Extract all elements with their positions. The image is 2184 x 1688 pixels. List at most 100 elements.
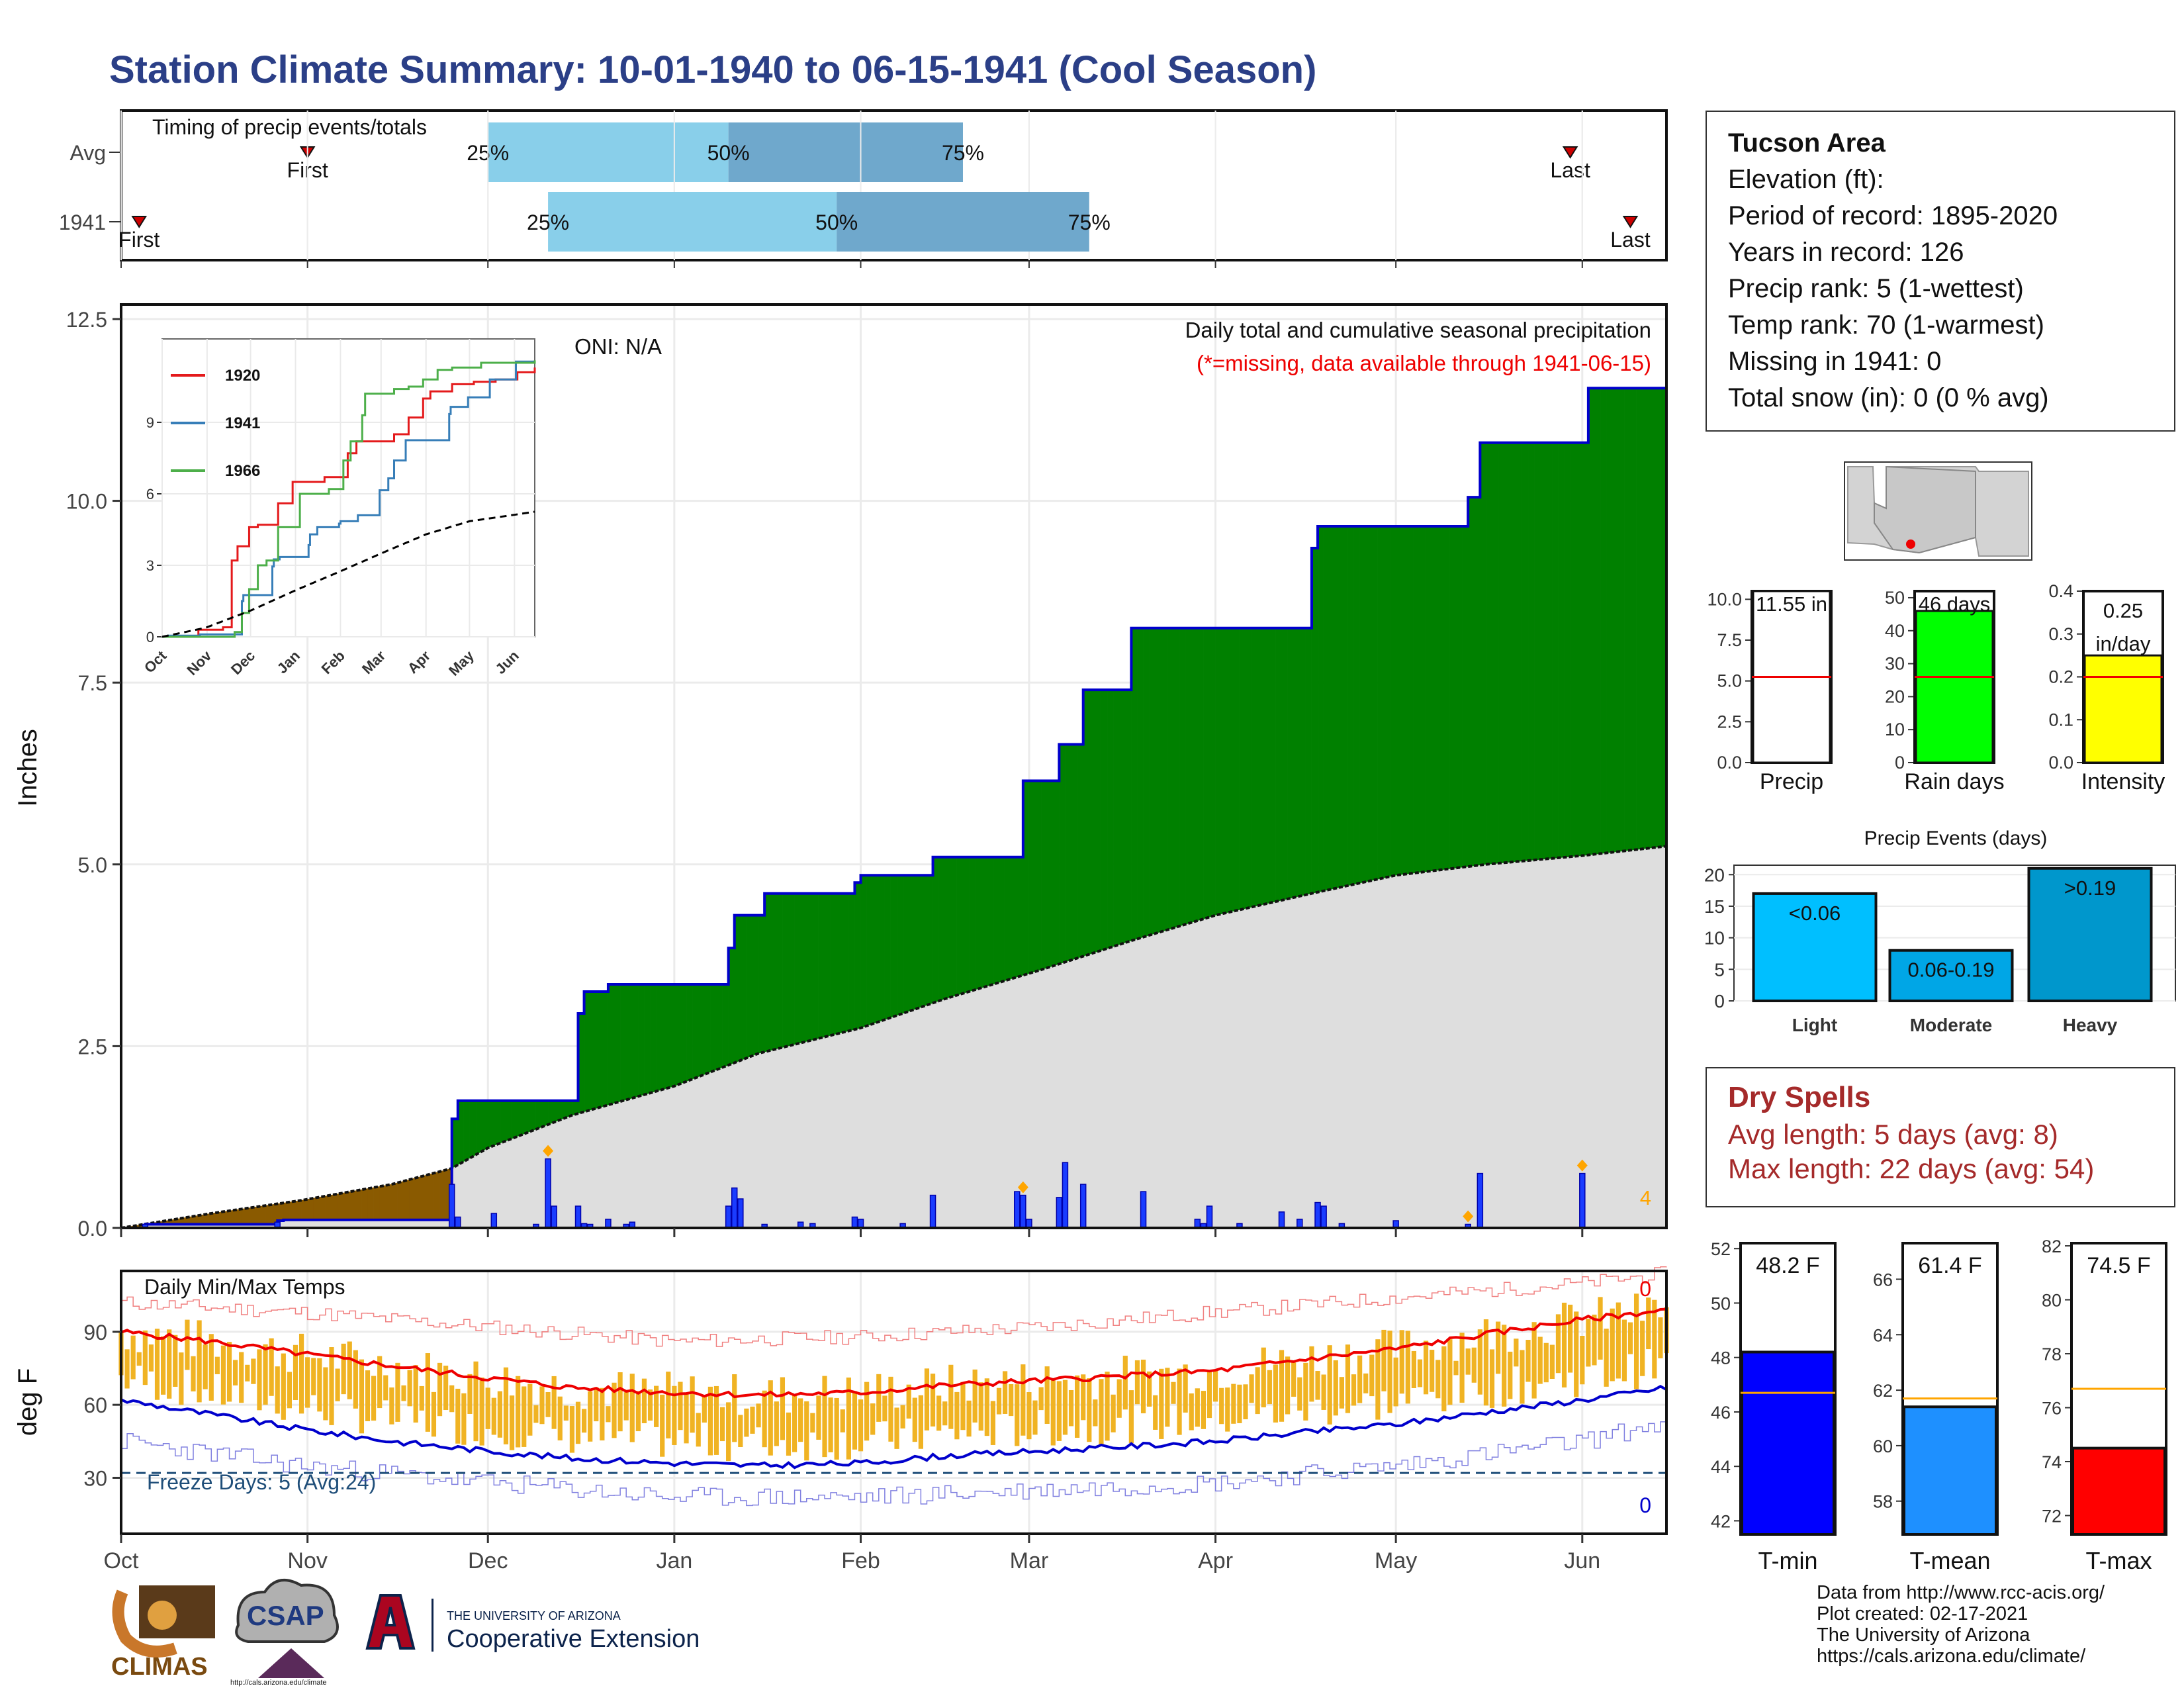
above-average-area bbox=[1359, 526, 1366, 884]
daily-temp-bar bbox=[522, 1386, 527, 1447]
avg-cumulative-line bbox=[120, 845, 1667, 1229]
above-average-area bbox=[463, 1100, 471, 1162]
daily-temp-bar bbox=[629, 1374, 635, 1442]
main-y-tick-label: 12.5 bbox=[66, 308, 107, 332]
summary-y-tick-label: 0.1 bbox=[2048, 710, 2073, 729]
below-average-area bbox=[283, 1201, 290, 1221]
inset-legend-label: 1966 bbox=[225, 462, 260, 480]
summary-y-tick-label: 0.2 bbox=[2048, 667, 2073, 687]
daily-temp-bar bbox=[1399, 1330, 1404, 1394]
daily-temp-bar bbox=[539, 1386, 545, 1425]
daily-temp-bar bbox=[1555, 1314, 1561, 1374]
daily-temp-bar bbox=[1116, 1379, 1122, 1418]
daily-temp-bar bbox=[635, 1391, 641, 1432]
events-category-label: Light bbox=[1792, 1015, 1837, 1035]
daily-temp-bar bbox=[660, 1394, 665, 1457]
daily-precip-bar bbox=[1020, 1194, 1026, 1229]
daily-temp-bar bbox=[696, 1413, 701, 1447]
daily-temp-bar bbox=[527, 1383, 533, 1436]
daily-temp-bar bbox=[1140, 1359, 1146, 1414]
temp-summary-value-label: 61.4 F bbox=[1918, 1253, 1981, 1278]
daily-temp-bar bbox=[1015, 1384, 1020, 1446]
daily-temp-bar bbox=[960, 1382, 966, 1430]
figure-title: Station Climate Summary: 10-01-1940 to 0… bbox=[109, 48, 1316, 91]
temp-summary-value-label: 48.2 F bbox=[1756, 1253, 1819, 1278]
above-average-area bbox=[866, 875, 873, 1027]
above-average-area bbox=[1467, 496, 1475, 867]
daily-temp-bar bbox=[1291, 1362, 1297, 1397]
daily-temp-bar bbox=[1105, 1372, 1110, 1441]
temp-summary-y-tick-label: 44 bbox=[1711, 1457, 1731, 1477]
above-average-area bbox=[902, 875, 909, 1014]
below-average-area bbox=[325, 1194, 332, 1221]
daily-temp-bar bbox=[623, 1392, 629, 1421]
daily-temp-bar bbox=[1122, 1356, 1128, 1410]
above-average-area bbox=[1342, 526, 1348, 888]
daily-temp-bar bbox=[888, 1376, 893, 1442]
above-average-area bbox=[1137, 628, 1144, 939]
daily-temp-bar bbox=[1549, 1344, 1555, 1379]
below-average-area bbox=[307, 1197, 314, 1221]
daily-temp-bar bbox=[179, 1352, 184, 1405]
temp-summary-bar-t-mean bbox=[1903, 1405, 1997, 1536]
temp-summary-y-tick-label: 60 bbox=[1873, 1436, 1893, 1456]
above-average-area bbox=[1389, 526, 1396, 877]
above-average-area bbox=[1504, 442, 1511, 863]
above-average-area bbox=[547, 1100, 555, 1125]
summary-y-tick-label: 5.0 bbox=[1717, 671, 1742, 691]
events-bar-label: <0.06 bbox=[1789, 902, 1841, 925]
above-average-area bbox=[704, 984, 711, 1075]
daily-temp-bar bbox=[647, 1389, 653, 1421]
above-average-area bbox=[999, 857, 1005, 983]
daily-temp-bar bbox=[1153, 1395, 1158, 1430]
daily-precip-bar bbox=[731, 1187, 738, 1229]
above-average-area bbox=[1600, 388, 1607, 854]
oni-label: ONI: N/A bbox=[574, 334, 662, 359]
daily-temp-bar bbox=[1489, 1349, 1495, 1408]
daily-temp-bar bbox=[1050, 1378, 1056, 1446]
above-average-area bbox=[968, 857, 976, 992]
daily-temp-bar bbox=[774, 1401, 779, 1446]
daily-precip-bar bbox=[448, 1184, 455, 1229]
daily-temp-bar bbox=[1357, 1355, 1363, 1403]
daily-temp-bar bbox=[1375, 1339, 1381, 1420]
daily-temp-bar bbox=[545, 1391, 551, 1417]
below-average-area bbox=[313, 1197, 320, 1221]
daily-temp-bar bbox=[864, 1382, 870, 1441]
station-missing: Missing in 1941: 0 bbox=[1728, 347, 1942, 376]
daily-temp-bar bbox=[449, 1385, 455, 1413]
temp-summary-y-tick-label: 74 bbox=[2042, 1452, 2062, 1472]
above-average-area bbox=[1011, 857, 1017, 980]
station-temp-rank: Temp rank: 70 (1-warmest) bbox=[1728, 310, 2044, 340]
above-average-area bbox=[1636, 388, 1643, 850]
timing-p75-label: 75% bbox=[1068, 211, 1111, 234]
daily-temp-bar bbox=[1568, 1304, 1573, 1373]
above-average-area bbox=[812, 893, 819, 1041]
above-average-area bbox=[698, 984, 705, 1078]
above-average-area bbox=[1498, 442, 1504, 864]
above-average-area bbox=[1365, 526, 1373, 882]
above-average-area bbox=[1618, 388, 1625, 852]
daily-temp-bar bbox=[1393, 1357, 1398, 1407]
temp-summary-y-tick-label: 78 bbox=[2042, 1344, 2062, 1364]
events-category-label: Heavy bbox=[2063, 1015, 2118, 1035]
above-average-area bbox=[596, 991, 603, 1109]
daily-temp-bar bbox=[443, 1366, 449, 1411]
daily-temp-bar bbox=[581, 1409, 587, 1433]
daily-temp-bar bbox=[1633, 1293, 1639, 1389]
inset-y-tick-label: 0 bbox=[146, 629, 154, 645]
daily-temp-bar bbox=[1477, 1329, 1482, 1395]
above-average-area bbox=[1251, 628, 1258, 908]
daily-temp-bar bbox=[335, 1368, 340, 1401]
above-average-area bbox=[1065, 744, 1071, 962]
temp-summary-category-label: T-max bbox=[2085, 1547, 2152, 1574]
daily-temp-bar bbox=[900, 1405, 905, 1429]
daily-temp-bar bbox=[298, 1333, 304, 1414]
daily-temp-bar bbox=[251, 1358, 256, 1384]
above-average-area bbox=[1570, 442, 1576, 857]
above-average-area bbox=[602, 991, 609, 1107]
daily-temp-bar bbox=[220, 1345, 226, 1405]
below-average-area bbox=[343, 1192, 350, 1221]
above-average-area bbox=[494, 1100, 500, 1147]
daily-temp-bar bbox=[1525, 1340, 1531, 1382]
